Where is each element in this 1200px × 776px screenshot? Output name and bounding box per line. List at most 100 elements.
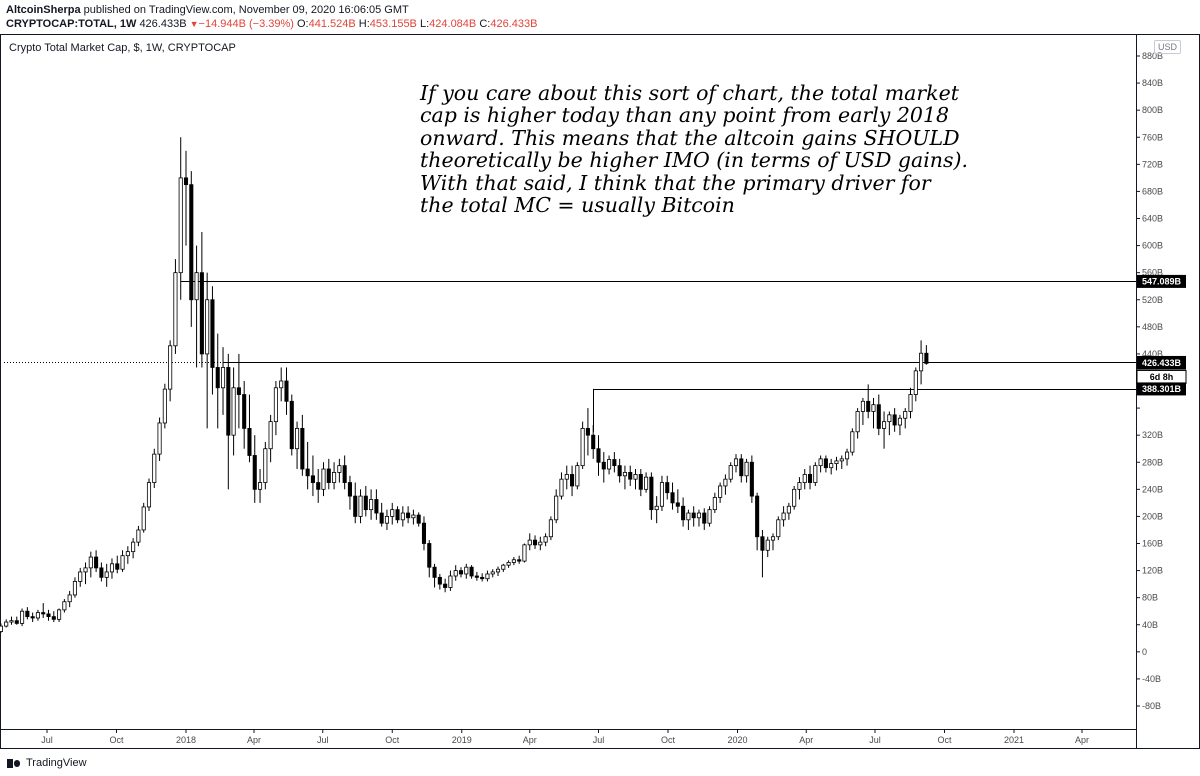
candle-down bbox=[739, 458, 744, 477]
x-tick-label: Jul bbox=[593, 735, 605, 745]
candle-down bbox=[395, 509, 400, 521]
candle-up bbox=[744, 461, 749, 477]
x-tick-label: Jul bbox=[869, 735, 881, 745]
candle-up bbox=[855, 411, 860, 433]
candle-up bbox=[83, 567, 88, 573]
candle-up bbox=[575, 465, 580, 487]
candle-down bbox=[347, 482, 352, 497]
candle-up bbox=[72, 581, 77, 596]
candle-up bbox=[173, 272, 178, 347]
price-label-box bbox=[1137, 274, 1186, 288]
candle-down bbox=[215, 367, 220, 389]
candle-up bbox=[57, 609, 62, 620]
candle-down bbox=[427, 543, 432, 568]
candle-down bbox=[284, 380, 289, 402]
candle-down bbox=[183, 177, 189, 186]
last-price: 426.433B bbox=[139, 18, 187, 30]
candle-down bbox=[51, 616, 56, 620]
candle-down bbox=[416, 514, 421, 524]
candle-up bbox=[686, 512, 691, 521]
candle-down bbox=[665, 482, 670, 494]
y-tick-label: 600B bbox=[1142, 241, 1163, 251]
candle-down bbox=[46, 613, 51, 618]
candle-up bbox=[501, 564, 506, 570]
candle-up bbox=[157, 422, 162, 455]
candle-down bbox=[236, 387, 241, 395]
candle-down bbox=[670, 492, 675, 504]
candle-up bbox=[511, 559, 516, 563]
candle-up bbox=[622, 472, 627, 477]
candle-up bbox=[220, 367, 226, 389]
candle-down bbox=[617, 465, 622, 477]
candle-down bbox=[226, 367, 231, 436]
symbol-info: CRYPTOCAP:TOTAL, 1W 426.433B ▼−14.944B (… bbox=[6, 17, 537, 31]
currency-button[interactable]: USD bbox=[1154, 40, 1182, 54]
candle-down bbox=[94, 556, 99, 569]
candle-down bbox=[305, 468, 310, 477]
candle-up bbox=[776, 519, 781, 538]
candle-up bbox=[897, 417, 902, 426]
candle-up bbox=[506, 562, 511, 566]
y-tick-label: 200B bbox=[1142, 511, 1163, 521]
candle-up bbox=[559, 478, 564, 497]
candle-up bbox=[337, 465, 342, 473]
candle-down bbox=[517, 559, 522, 562]
brand-name[interactable]: TradingView bbox=[26, 757, 87, 769]
candle-up bbox=[882, 421, 887, 429]
candle-down bbox=[421, 522, 427, 544]
candle-down bbox=[342, 465, 347, 483]
candle-up bbox=[770, 536, 776, 541]
publish-date: published on TradingView.com, November 0… bbox=[83, 4, 409, 16]
candle-up bbox=[802, 474, 807, 483]
open-label: O: bbox=[297, 18, 309, 30]
y-tick-label: 840B bbox=[1142, 78, 1163, 88]
candle-down bbox=[189, 184, 194, 301]
candle-down bbox=[702, 512, 707, 524]
candle-down bbox=[14, 620, 19, 624]
candle-down bbox=[532, 539, 538, 546]
candle-up bbox=[178, 177, 183, 274]
candle-up bbox=[818, 458, 823, 467]
candle-down bbox=[353, 495, 358, 517]
candle-up bbox=[919, 352, 924, 372]
candle-down bbox=[570, 474, 575, 487]
candle-up bbox=[495, 568, 501, 573]
candle-up bbox=[104, 571, 109, 578]
candle-down bbox=[210, 299, 215, 368]
candle-down bbox=[99, 567, 104, 578]
author-name[interactable]: AltcoinSherpa bbox=[6, 4, 81, 16]
symbol-name: CRYPTOCAP:TOTAL, 1W bbox=[6, 18, 137, 30]
candle-up bbox=[35, 612, 40, 619]
horizontal-lines bbox=[4, 281, 1136, 432]
open-value: 441.524B bbox=[308, 18, 356, 30]
candle-up bbox=[168, 345, 173, 390]
y-tick-label: 680B bbox=[1142, 186, 1163, 196]
candle-up bbox=[633, 474, 638, 480]
candle-down bbox=[437, 576, 442, 585]
candle-up bbox=[786, 505, 791, 514]
price-chart[interactable]: 880B 840B 800B 760B 720B 680B 640B 600B 560B 520B… bbox=[0, 34, 1200, 750]
close-value: 426.433B bbox=[490, 18, 538, 30]
candle-up bbox=[88, 556, 93, 569]
candle-up bbox=[792, 488, 797, 507]
high-label: H: bbox=[358, 18, 370, 30]
candle-up bbox=[162, 388, 167, 424]
candle-up bbox=[4, 621, 9, 627]
x-tick-label: 2020 bbox=[727, 735, 747, 745]
y-tick-label: 800B bbox=[1142, 105, 1163, 115]
candle-down bbox=[289, 400, 294, 450]
x-tick-label: Jul bbox=[317, 735, 329, 745]
annotation-text: If you care about this sort of chart, th… bbox=[420, 81, 969, 218]
candle-up bbox=[358, 495, 363, 517]
y-tick-label: 0 bbox=[1142, 647, 1147, 657]
low-value: 424.084B bbox=[429, 18, 477, 30]
publish-info: AltcoinSherpa published on TradingView.c… bbox=[6, 3, 409, 17]
candle-down bbox=[691, 512, 696, 519]
x-tick-label: Apr bbox=[523, 735, 537, 745]
candle-down bbox=[585, 427, 590, 436]
candle-down bbox=[866, 400, 871, 412]
candle-down bbox=[458, 570, 464, 575]
y-tick-label: 520B bbox=[1142, 295, 1163, 305]
candle-down bbox=[242, 394, 247, 429]
candle-up bbox=[813, 465, 818, 483]
